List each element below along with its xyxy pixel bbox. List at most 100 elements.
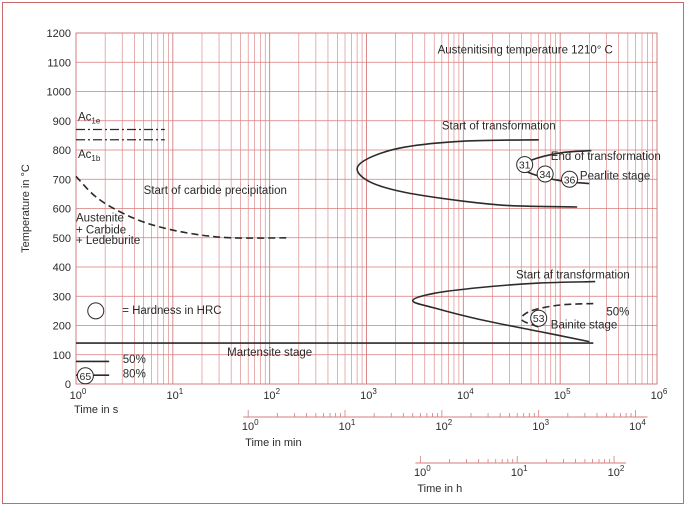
tick-base: 10	[435, 421, 447, 433]
hardness-marker: 36	[561, 170, 579, 188]
y-axis-label: Temperature in °C	[20, 164, 32, 253]
secondary-tick-label: 100	[414, 464, 431, 479]
secondary-tick-label: 100	[242, 418, 259, 433]
tick-exponent: 1	[179, 387, 184, 396]
hardness-circle	[76, 367, 94, 385]
annotation: Austenite	[76, 213, 124, 225]
x-tick-label: 104	[457, 387, 474, 402]
reference-label-1b: Ac1b	[78, 149, 101, 163]
tick-exponent: 1	[351, 418, 356, 427]
tick-base: 10	[242, 421, 254, 433]
x-tick-label: 105	[554, 387, 571, 402]
annotation: End of transformation	[551, 151, 661, 163]
reference-label-sub: 1b	[91, 154, 100, 163]
y-tick-label: 100	[53, 350, 71, 362]
reference-label-main: Ac	[78, 112, 92, 124]
annotation: Start of transformation	[442, 121, 556, 133]
annotation: 50%	[123, 354, 146, 366]
legend-circle-icon	[87, 302, 105, 320]
tick-exponent: 1	[523, 464, 528, 473]
y-tick-label: 800	[53, 145, 71, 157]
y-tick-label: 1000	[47, 87, 71, 99]
tick-exponent: 0	[426, 464, 431, 473]
y-tick-label: 200	[53, 321, 71, 333]
tick-base: 10	[532, 421, 544, 433]
annotation: Start af transformation	[516, 270, 630, 282]
hardness-circle	[561, 170, 579, 188]
x-axis-label: Time in s	[74, 404, 119, 416]
tick-base: 10	[651, 390, 663, 402]
tick-base: 10	[166, 390, 178, 402]
tick-base: 10	[608, 467, 620, 479]
secondary-tick-label: 102	[435, 418, 452, 433]
secondary-tick-label: 103	[532, 418, 549, 433]
hardness-value: 53	[533, 313, 545, 325]
y-tick-label: 1200	[47, 28, 71, 40]
x-tick-label: 102	[263, 387, 280, 402]
x-tick-label: 101	[166, 387, 183, 402]
y-tick-label: 700	[53, 174, 71, 186]
secondary-tick-label: 102	[608, 464, 625, 479]
secondary-axis-label: Time in h	[417, 483, 462, 495]
annotation: + Carbide	[76, 224, 126, 236]
hardness-value: 36	[564, 174, 576, 186]
tick-exponent: 3	[545, 418, 550, 427]
y-tick-label: 500	[53, 233, 71, 245]
tick-base: 10	[629, 421, 641, 433]
tick-base: 10	[511, 467, 523, 479]
annotation: Bainite stage	[551, 319, 618, 331]
curve-start-of-carbide-precipitation	[75, 175, 287, 239]
tick-exponent: 3	[372, 387, 377, 396]
reference-label-main: Ac	[78, 149, 92, 161]
y-tick-label: 900	[53, 116, 71, 128]
hardness-marker: 53	[530, 309, 548, 327]
tick-base: 10	[554, 390, 566, 402]
tick-base: 10	[414, 467, 426, 479]
hardness-value: 34	[539, 169, 551, 181]
curve-bainite-50	[520, 302, 594, 328]
y-tick-label: 1100	[47, 57, 71, 69]
tick-exponent: 2	[276, 387, 281, 396]
curve-bainite-start-of-transformation	[411, 280, 596, 343]
secondary-tick-label: 101	[511, 464, 528, 479]
curve-pearlite-start-of-transformation	[356, 139, 578, 208]
tick-exponent: 4	[469, 387, 474, 396]
annotation: Austenitising temperature 1210° C	[438, 44, 613, 56]
x-tick-label: 106	[651, 387, 668, 402]
tick-exponent: 2	[620, 464, 625, 473]
tick-exponent: 6	[663, 387, 668, 396]
hardness-value: 65	[80, 371, 92, 383]
chart-frame	[2, 2, 684, 504]
hardness-circle	[516, 156, 534, 174]
secondary-tick-label: 101	[339, 418, 356, 433]
plot-border	[75, 32, 658, 385]
annotation: Pearlite stage	[580, 170, 650, 182]
tick-exponent: 2	[448, 418, 453, 427]
tick-base: 10	[457, 390, 469, 402]
hardness-circle	[536, 165, 554, 183]
y-tick-label: 300	[53, 291, 71, 303]
y-tick-label: 0	[65, 379, 71, 391]
annotation: 80%	[123, 369, 146, 381]
hardness-marker: 65	[76, 367, 94, 385]
tick-base: 10	[339, 421, 351, 433]
tick-exponent: 4	[641, 418, 646, 427]
tick-base: 10	[70, 390, 82, 402]
tick-exponent: 0	[254, 418, 259, 427]
tick-exponent: 0	[82, 387, 87, 396]
annotation: + Ledeburite	[76, 235, 140, 247]
annotation: Martensite stage	[227, 347, 312, 359]
tick-base: 10	[360, 390, 372, 402]
hardness-value: 31	[519, 160, 531, 172]
x-tick-label: 100	[70, 387, 87, 402]
secondary-axis-label: Time in min	[245, 437, 301, 449]
reference-label-sub: 1e	[91, 117, 100, 126]
annotation: = Hardness in HRC	[122, 305, 221, 317]
hardness-marker: 34	[536, 165, 554, 183]
secondary-tick-label: 104	[629, 418, 646, 433]
y-tick-label: 600	[53, 204, 71, 216]
annotation: Start of carbide precipitation	[144, 185, 287, 197]
hardness-circle	[530, 309, 548, 327]
